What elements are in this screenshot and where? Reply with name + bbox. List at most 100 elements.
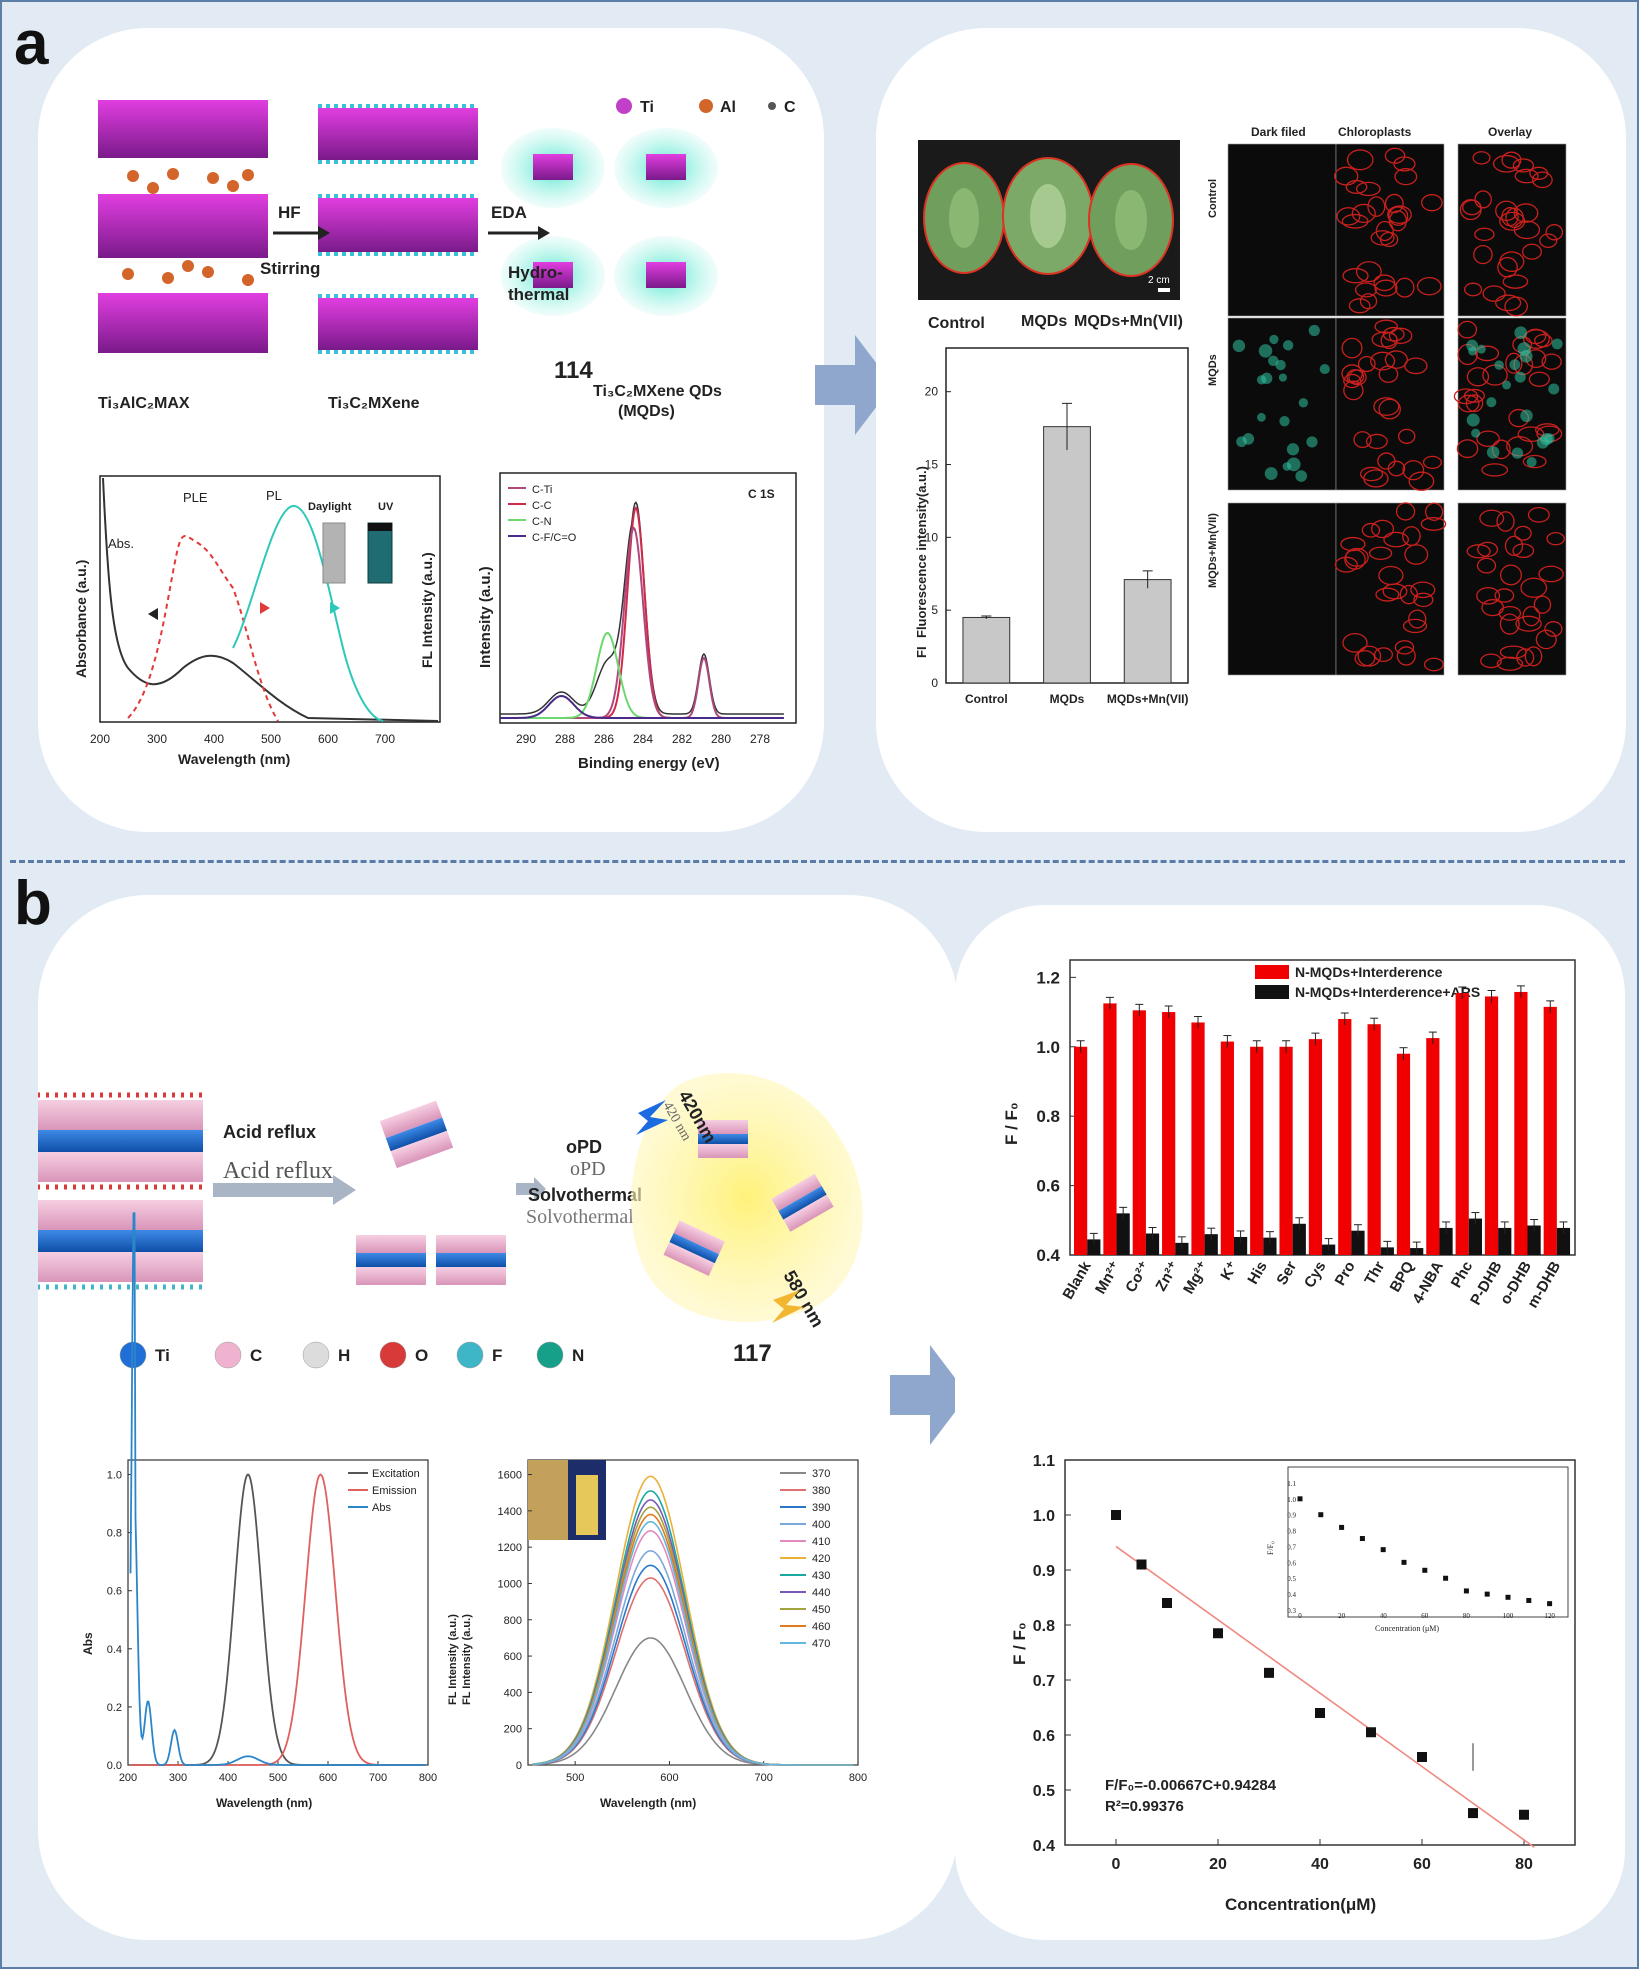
mqd-fluorescence-mark bbox=[1242, 433, 1255, 445]
section-divider bbox=[10, 860, 1625, 863]
b-lin-ytick-3: 0.7 bbox=[1033, 1673, 1055, 1690]
b-spec2-ytick-3: 600 bbox=[504, 1651, 522, 1663]
b-lin-point-8 bbox=[1468, 1808, 1478, 1819]
chloroplast-mark bbox=[1402, 526, 1421, 546]
micro-cell-r1-c2 bbox=[1453, 317, 1567, 491]
chloroplast-mark bbox=[1378, 398, 1401, 420]
chloroplast-mark bbox=[1404, 544, 1429, 565]
chloroplast-mark bbox=[1374, 279, 1398, 297]
chloroplast-mark bbox=[1348, 369, 1367, 386]
solvothermal-ghost: Solvothermal bbox=[526, 1206, 634, 1228]
vial-daylight-photo bbox=[528, 1460, 568, 1540]
b-lin-r2: R²=0.99376 bbox=[1105, 1798, 1184, 1815]
inset-xlabel: Concentration (μM) bbox=[1375, 1624, 1439, 1633]
chloroplast-mark bbox=[1473, 244, 1493, 265]
b-spectra2-chart: FL Intensity (a.u.) FL Intensity (a.u.) … bbox=[447, 1459, 867, 1810]
xps-xtick-1: 288 bbox=[555, 732, 575, 746]
chloroplast-mark bbox=[1361, 522, 1381, 538]
chloroplast-mark bbox=[1539, 233, 1558, 248]
b-spec2-xtick-2: 700 bbox=[755, 1772, 773, 1784]
inset-ytick-0: 0.3 bbox=[1287, 1607, 1296, 1615]
a-bar-ytick-label-0: 0 bbox=[931, 676, 938, 690]
b-arrow-1 bbox=[213, 1183, 333, 1197]
atom-c-icon bbox=[214, 1341, 242, 1369]
b-bar-1-6 bbox=[1263, 1237, 1277, 1255]
chloroplast-mark bbox=[1394, 640, 1415, 655]
xps-xtick-4: 282 bbox=[672, 732, 692, 746]
b-qds bbox=[663, 1120, 834, 1276]
b-bar-0-14 bbox=[1484, 996, 1499, 1255]
chloroplast-mark bbox=[1497, 256, 1518, 278]
chloroplast-mark bbox=[1512, 543, 1535, 559]
inset-point-3 bbox=[1359, 1536, 1365, 1542]
daylight-vial bbox=[322, 522, 346, 584]
inset-point-7 bbox=[1443, 1575, 1449, 1581]
chloroplast-mark bbox=[1334, 166, 1359, 186]
chloroplast-mark bbox=[1545, 224, 1564, 241]
micro-cell-r1-c1 bbox=[1335, 317, 1445, 491]
chloroplast-mark bbox=[1353, 431, 1372, 449]
chloroplast-mark bbox=[1355, 181, 1381, 197]
mqd-fluorescence-mark bbox=[1526, 456, 1537, 468]
b-lin-point-9 bbox=[1519, 1809, 1529, 1820]
xps-legend-cf: C-F/C=O bbox=[532, 532, 577, 544]
b-spec2-legend-8: 450 bbox=[812, 1604, 830, 1616]
b-bar-ytick-1: 0.6 bbox=[1036, 1177, 1060, 1196]
a-bar-ytick-label-2: 10 bbox=[925, 530, 939, 544]
eda-label: EDA bbox=[491, 203, 527, 222]
inset-marks: 0 20 40 60 80 100 120 0.3 0.4 0.5 0.6 0.7 0.8 0.9 1.0 1… bbox=[1287, 1480, 1555, 1620]
b-spec2-ytick-5: 1000 bbox=[498, 1578, 522, 1590]
inset-xtick-5: 100 bbox=[1503, 1612, 1514, 1620]
b-bar-0-12 bbox=[1426, 1038, 1440, 1255]
chloroplast-mark bbox=[1336, 207, 1361, 226]
a-spec-ylabel-left: Absorbance (a.u.) bbox=[73, 560, 89, 678]
chloroplast-mark bbox=[1388, 206, 1409, 226]
a-bar-ytick-label-1: 5 bbox=[931, 603, 938, 617]
a-spec-xtick-5: 700 bbox=[375, 732, 395, 746]
chloroplast-mark bbox=[1359, 466, 1384, 482]
xps-xtick-2: 286 bbox=[594, 732, 614, 746]
a-bar-1 bbox=[1043, 426, 1091, 684]
chloroplast-mark bbox=[1522, 329, 1550, 349]
b-lin-point-3 bbox=[1213, 1628, 1223, 1639]
inset-point-2 bbox=[1339, 1524, 1345, 1530]
b-bar-category-9: Pro bbox=[1332, 1259, 1359, 1289]
chloroplast-mark bbox=[1522, 454, 1547, 469]
chloroplast-mark bbox=[1388, 327, 1413, 344]
micro-cell-bg bbox=[1335, 143, 1445, 317]
mqd-fluorescence-mark bbox=[1486, 446, 1500, 459]
chloroplast-mark bbox=[1544, 621, 1563, 637]
uv-vial bbox=[367, 522, 393, 584]
micro-row-mqds-mn: MQDs+Mn(VII) bbox=[1207, 513, 1219, 588]
b-bar-1-14 bbox=[1498, 1227, 1512, 1255]
chloroplast-mark bbox=[1499, 613, 1520, 635]
a-bar-ytick-label-4: 20 bbox=[925, 385, 939, 399]
b-lin-point-1 bbox=[1136, 1559, 1147, 1570]
b-spec2-legend-9: 460 bbox=[812, 1621, 830, 1633]
chloroplast-mark bbox=[1476, 430, 1500, 447]
chloroplast-mark bbox=[1522, 605, 1541, 627]
b-spec2-legend-0: 370 bbox=[812, 1468, 830, 1480]
panel-b-right: F / F₀ N-MQDs+Interderence N-MQDs+Interd… bbox=[955, 905, 1625, 1940]
b-bar-0-16 bbox=[1543, 1006, 1557, 1255]
atom-legend-o: O bbox=[415, 1346, 428, 1365]
solvothermal-label: Solvothermal bbox=[528, 1185, 642, 1205]
a-bar-category-0: Control bbox=[965, 692, 1008, 706]
b-bar-category-13: Phc bbox=[1448, 1259, 1476, 1291]
inset-ytick-1: 0.4 bbox=[1287, 1591, 1296, 1599]
micro-cell-r0-c1 bbox=[1334, 143, 1445, 317]
a-bar-chart: Fluorescence intensity(a.u.) FI 0 5 10 15 20… bbox=[914, 347, 1189, 706]
mqd-fluorescence-mark bbox=[1258, 344, 1273, 358]
chloroplast-mark bbox=[1499, 211, 1526, 231]
chloroplast-mark bbox=[1514, 525, 1532, 541]
chloroplast-mark bbox=[1527, 507, 1550, 523]
chloroplast-mark bbox=[1524, 646, 1543, 667]
chloroplast-mark bbox=[1528, 371, 1550, 387]
b-bar-0-13 bbox=[1455, 992, 1469, 1255]
stirring-label: Stirring bbox=[260, 259, 320, 278]
chloroplast-mark bbox=[1346, 149, 1374, 171]
chloroplast-mark bbox=[1496, 656, 1524, 671]
chloroplast-mark bbox=[1496, 511, 1515, 532]
b-lin-ytick-5: 0.9 bbox=[1033, 1563, 1055, 1580]
b-lin-xtick-2: 40 bbox=[1311, 1856, 1329, 1873]
